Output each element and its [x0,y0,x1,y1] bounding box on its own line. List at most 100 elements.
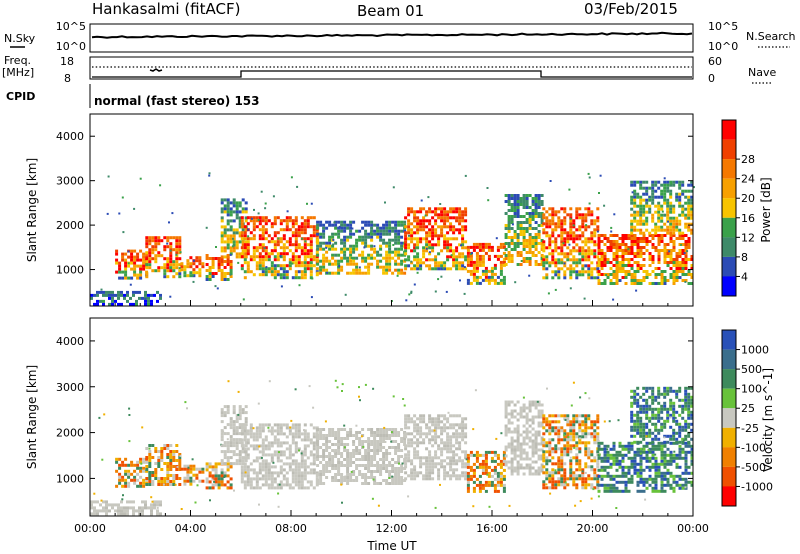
scatter-cell [669,261,673,264]
scatter-cell [102,293,105,297]
scatter-cell [466,459,470,463]
scatter-cell [596,219,600,223]
scatter-cell [300,225,304,229]
scatter-cell [563,255,567,259]
scatter-cell [663,222,667,226]
scatter-cell [394,431,398,434]
scatter-cell [416,222,420,226]
scatter-cell [416,438,420,442]
scatter-cell [127,484,131,488]
scatter-cell [264,438,268,442]
scatter-cell [657,243,661,246]
scatter-cell [572,444,576,448]
scatter-cell [428,441,432,445]
scatter-cell [475,242,479,246]
scatter-cell [615,480,619,484]
scatter-cell [169,465,173,468]
scatter-cell [633,270,637,273]
scatter-cell [246,240,250,244]
scatter-cell [279,252,283,256]
scatter-cell [349,244,353,248]
scatter-cell [502,453,506,457]
scatter-cell [609,486,613,490]
scatter-cell [487,254,491,258]
colorbar-cell [722,139,736,160]
scatter-cell [516,439,520,443]
scatter-cell [151,239,155,243]
scatter-cell [606,471,610,475]
scatter-cell [229,417,233,421]
scatter-cell [166,477,170,480]
scatter-point [414,246,417,249]
scatter-cell [394,235,398,239]
scatter-cell [397,238,401,242]
scatter-cell [504,257,508,260]
scatter-cell [657,225,661,229]
scatter-cell [235,414,239,418]
scatter-cell [129,296,132,300]
scatter-cell [600,447,604,451]
scatter-cell [490,266,494,270]
scatter-cell [226,207,230,211]
scatter-cell [596,207,600,211]
scatter-cell [358,431,362,434]
scatter-cell [361,476,365,479]
scatter-cell [578,435,582,439]
scatter-cell [370,235,374,239]
scatter-cell [124,270,128,274]
scatter-cell [428,438,432,442]
scatter-cell [669,207,673,211]
scatter-cell [575,459,579,463]
scatter-cell [572,423,576,427]
scatter-cell [542,261,546,265]
scatter-cell [105,290,108,294]
scatter-cell [672,183,676,187]
scatter-cell [294,228,298,232]
scatter-cell [597,444,601,448]
scatter-cell [385,256,389,260]
scatter-cell [373,455,377,458]
scatter-cell [322,458,326,461]
scatter-cell [516,236,520,239]
scatter-cell [569,273,573,277]
scatter-cell [560,474,564,478]
scatter-cell [596,459,600,463]
scatter-cell [276,243,280,247]
scatter-cell [241,228,245,232]
scatter-cell [666,228,670,232]
scatter-cell [145,257,149,261]
scatter-cell [510,466,514,470]
scatter-cell [334,455,338,458]
scatter-cell [373,479,377,482]
scatter-cell [510,448,514,452]
scatter-cell [593,255,597,259]
scatter-cell [285,435,289,439]
scatter-cell [606,246,610,249]
scatter-cell [590,210,594,214]
scatter-cell [464,225,468,229]
scatter-cell [672,264,676,267]
scatter-cell [349,220,353,224]
scatter-cell [525,260,529,263]
scatter-cell [557,459,561,463]
scatter-cell [478,486,482,490]
scatter-cell [416,417,420,421]
scatter-cell [560,414,564,418]
scatter-cell [554,429,558,433]
scatter-cell [681,180,685,184]
scatter-cell [322,268,326,272]
scatter-cell [434,258,438,262]
scatter-cell [126,293,129,297]
scatter-cell [687,201,691,205]
scatter-cell [142,469,146,473]
scatter-cell [525,463,529,467]
scatter-cell [496,456,500,460]
scatter-cell [648,204,652,208]
scatter-cell [461,264,465,268]
scatter-cell [545,462,549,466]
scatter-cell [244,453,248,457]
scatter-cell [502,260,506,264]
scatter-cell [487,471,491,475]
scatter-cell [522,415,526,419]
scatter-cell [455,459,459,463]
